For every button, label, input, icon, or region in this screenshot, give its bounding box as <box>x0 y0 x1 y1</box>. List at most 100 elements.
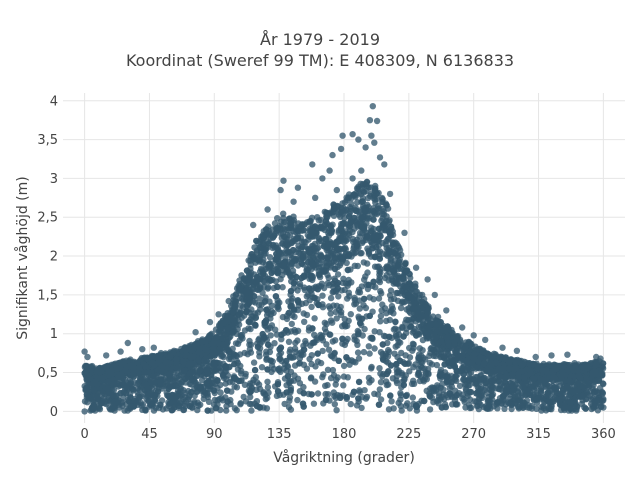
data-point <box>296 283 304 290</box>
data-point <box>278 336 285 343</box>
data-point <box>428 394 436 401</box>
data-point <box>180 406 187 414</box>
data-point <box>412 283 419 290</box>
data-point <box>599 360 607 367</box>
data-point <box>357 191 365 198</box>
data-point <box>178 392 185 399</box>
data-point <box>237 401 244 408</box>
data-point <box>318 280 326 287</box>
data-point <box>428 361 436 368</box>
data-point <box>248 407 255 414</box>
data-point <box>406 354 414 361</box>
data-point <box>333 407 340 414</box>
data-point <box>285 403 293 411</box>
data-point <box>84 399 91 406</box>
data-point <box>288 260 295 268</box>
data-point <box>274 224 281 232</box>
data-point <box>105 396 112 404</box>
data-point <box>284 248 292 255</box>
data-point <box>256 285 263 293</box>
data-point <box>334 285 342 292</box>
data-point <box>327 317 335 324</box>
data-point <box>406 323 414 331</box>
data-point <box>180 387 187 394</box>
data-point <box>360 259 367 266</box>
data-point <box>333 302 341 309</box>
data-point <box>264 378 271 385</box>
data-point <box>238 367 245 375</box>
data-point <box>268 302 276 309</box>
data-point <box>371 210 379 217</box>
data-point <box>241 349 248 357</box>
data-point <box>273 331 281 338</box>
data-point <box>375 277 383 284</box>
data-point <box>246 341 253 348</box>
data-point <box>387 260 394 267</box>
data-point <box>362 304 370 312</box>
data-point <box>250 359 258 366</box>
data-point <box>307 272 314 280</box>
data-point <box>300 383 307 391</box>
data-point <box>398 349 405 357</box>
data-point <box>166 400 173 407</box>
data-point <box>96 404 103 412</box>
data-point <box>324 381 331 389</box>
data-point <box>467 388 474 396</box>
data-point <box>316 235 323 243</box>
data-point <box>446 385 453 392</box>
data-point <box>333 315 340 322</box>
data-point <box>544 390 551 397</box>
data-point <box>438 394 446 401</box>
data-point <box>237 332 244 339</box>
data-point <box>353 402 361 409</box>
data-point <box>451 397 459 404</box>
data-point <box>289 295 296 302</box>
data-point <box>301 318 308 325</box>
data-point <box>441 361 448 368</box>
data-point <box>387 255 394 262</box>
data-point <box>370 195 377 202</box>
data-point <box>356 387 363 394</box>
data-point <box>331 265 339 273</box>
data-point <box>307 253 314 261</box>
data-point <box>298 260 305 267</box>
data-point <box>264 285 272 292</box>
data-point <box>256 295 263 302</box>
data-point <box>318 334 325 341</box>
data-point <box>366 350 373 357</box>
data-point <box>262 250 269 257</box>
data-point <box>231 405 239 412</box>
data-point <box>397 304 405 312</box>
data-point <box>277 218 285 225</box>
data-point <box>443 378 450 385</box>
data-point <box>425 370 432 377</box>
data-point <box>363 187 370 195</box>
data-point <box>343 259 350 267</box>
data-point <box>327 249 335 257</box>
data-point <box>426 406 434 413</box>
data-point <box>496 354 503 361</box>
data-point <box>281 400 288 408</box>
data-point <box>508 405 515 413</box>
data-point <box>275 305 282 313</box>
data-point <box>385 247 392 254</box>
data-point <box>242 398 250 405</box>
data-point <box>349 228 356 236</box>
data-point <box>263 405 271 412</box>
data-point <box>401 376 408 384</box>
data-point <box>361 387 368 394</box>
data-point <box>291 362 299 369</box>
data-point <box>429 346 437 353</box>
data-point <box>148 399 156 406</box>
data-point <box>387 223 394 230</box>
data-point <box>106 404 113 411</box>
data-point <box>591 378 598 386</box>
data-point <box>322 396 330 404</box>
data-point <box>344 374 351 381</box>
data-point <box>216 360 223 367</box>
data-point <box>377 269 384 276</box>
data-point <box>456 382 464 390</box>
data-point <box>538 407 545 414</box>
data-point <box>341 220 349 227</box>
data-point <box>475 385 482 392</box>
